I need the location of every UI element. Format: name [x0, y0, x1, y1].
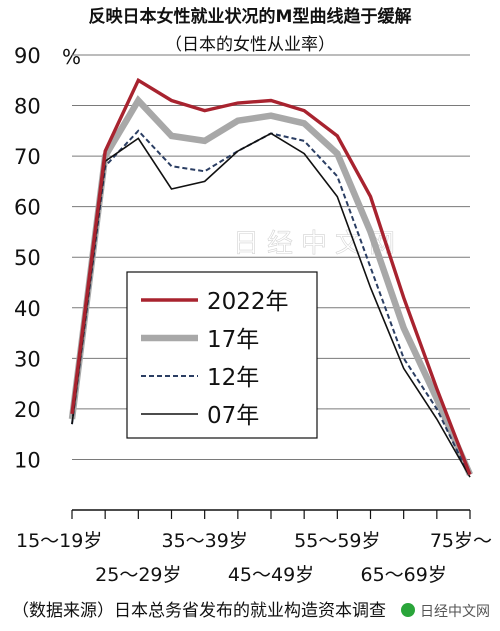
legend: 2022年 17年 12年 07年	[126, 271, 318, 439]
x-tick-label: 35～39岁	[161, 530, 247, 552]
legend-label: 2022年	[207, 289, 289, 315]
watermark-text: 日经中文网	[233, 229, 403, 259]
chart-subtitle: （日本的女性从业率）	[165, 35, 335, 55]
x-axis-ticks: 15～19岁 35～39岁 55～59岁 75岁～ 25～29岁 45～49岁 65～69岁	[16, 510, 492, 586]
series-line-07年	[71, 132, 471, 478]
series-line-2022年	[70, 77, 472, 476]
legend-label: 17年	[207, 327, 259, 353]
footer-logo: 日经中文网	[401, 603, 490, 620]
legend-items: 2022年 17年 12年 07年	[141, 289, 289, 429]
logo-icon	[401, 603, 415, 617]
legend-label: 12年	[207, 365, 259, 391]
x-tick-label: 55～59岁	[294, 530, 380, 552]
y-tick-label: 20	[14, 398, 41, 422]
legend-label: 07年	[207, 403, 259, 429]
y-tick-label: 40	[14, 297, 41, 321]
x-tick-label: 25～29岁	[95, 564, 181, 586]
y-axis-unit-label: %	[62, 45, 81, 69]
footer-logo-text: 日经中文网	[420, 604, 490, 620]
y-tick-label: 10	[14, 448, 41, 472]
x-tick-label: 15～19岁	[16, 530, 102, 552]
y-tick-label: 60	[14, 196, 41, 220]
series-line-17年	[68, 95, 473, 476]
x-tick-label: 75岁～	[430, 530, 492, 552]
y-tick-label: 50	[14, 246, 41, 270]
footer-source: （数据来源）日本总务省发布的就业构造资本调查	[12, 601, 386, 621]
x-tick-label: 45～49岁	[228, 564, 314, 586]
y-tick-label: 70	[14, 145, 41, 169]
x-tick-label: 65～69岁	[360, 564, 446, 586]
y-tick-label: 30	[14, 347, 41, 371]
y-tick-label: 80	[14, 95, 41, 119]
y-tick-label: 90	[14, 44, 41, 68]
y-axis-ticks: 10 20 30 40 50 60 70 80 90	[14, 44, 41, 472]
series-lines	[68, 77, 473, 478]
chart-title: 反映日本女性就业状况的M型曲线趋于缓解	[89, 6, 412, 27]
